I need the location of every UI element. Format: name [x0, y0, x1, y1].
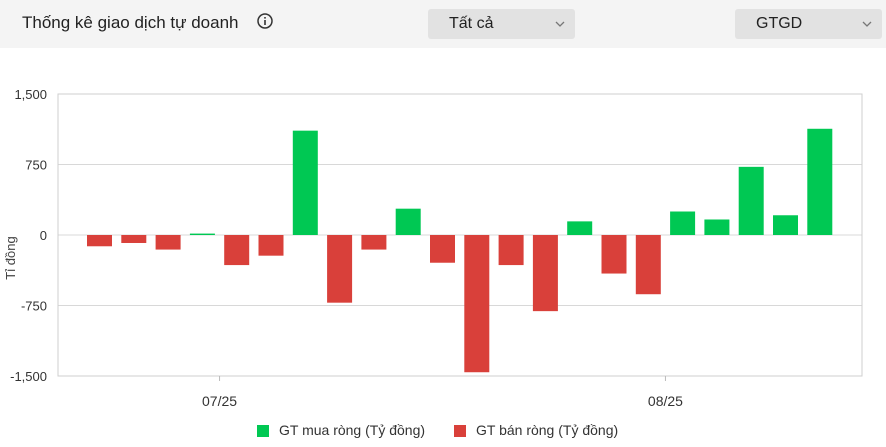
legend-label-buy: GT mua ròng (Tỷ đồng) [279, 422, 426, 438]
bar-net-buy[interactable] [189, 233, 215, 235]
chevron-down-icon [862, 21, 872, 27]
bar-net-sell[interactable] [361, 235, 387, 250]
legend-swatch-sell [454, 425, 466, 437]
axes [57, 93, 863, 381]
bar-net-buy[interactable] [738, 166, 764, 235]
bar-net-buy[interactable] [773, 215, 798, 235]
info-circle-icon[interactable] [257, 13, 273, 29]
bar-net-buy[interactable] [395, 208, 421, 235]
plot-frame [57, 93, 863, 377]
y-tick-label: 0 [40, 228, 47, 243]
bar-net-sell[interactable] [601, 235, 627, 274]
bar-net-sell[interactable] [430, 235, 455, 263]
bar-net-sell[interactable] [87, 235, 112, 247]
bar-net-sell[interactable] [155, 235, 181, 250]
y-tick-label: 750 [25, 158, 47, 173]
bar-net-buy[interactable] [807, 128, 833, 235]
x-tick-label: 07/25 [202, 393, 237, 409]
bar-net-sell[interactable] [327, 235, 353, 303]
y-tick-label: -1,500 [10, 369, 47, 384]
metric-select[interactable]: GTGD [735, 9, 882, 39]
page-title: Thống kê giao dịch tự doanh [22, 13, 239, 32]
bar-net-sell[interactable] [498, 235, 524, 266]
chevron-down-icon [555, 21, 565, 27]
bar-net-buy[interactable] [670, 211, 696, 236]
y-tick-label: 1,500 [14, 87, 47, 102]
x-tick-label: 08/25 [648, 393, 683, 409]
metric-select-value: GTGD [756, 15, 803, 32]
legend-label-sell: GT bán ròng (Tỷ đồng) [476, 422, 619, 438]
filter-select[interactable]: Tất cả [428, 9, 575, 39]
legend-swatch-buy [257, 425, 269, 437]
bar-net-buy[interactable] [292, 130, 318, 235]
bar-net-sell[interactable] [532, 235, 558, 312]
bar-net-sell[interactable] [464, 235, 490, 373]
tick-labels: 1,500 750 0 -750 -1,500 07/25 08/25 [10, 87, 683, 409]
y-tick-label: -750 [21, 299, 47, 314]
bar-net-sell[interactable] [258, 235, 284, 256]
net-trading-bar-chart: 1,500 750 0 -750 -1,500 07/25 08/25 Tỉ đồng [3, 87, 863, 409]
bar-net-buy[interactable] [567, 221, 593, 235]
bars [87, 128, 833, 373]
bar-net-sell[interactable] [635, 235, 661, 295]
y-axis-label: Tỉ đồng [3, 236, 18, 279]
filter-select-value: Tất cả [449, 15, 494, 32]
bar-net-sell[interactable] [224, 235, 250, 266]
bar-net-buy[interactable] [704, 219, 730, 235]
header-bar: Thống kê giao dịch tự doanh Tất cả GTGD [0, 0, 886, 48]
bar-net-sell[interactable] [121, 235, 147, 243]
